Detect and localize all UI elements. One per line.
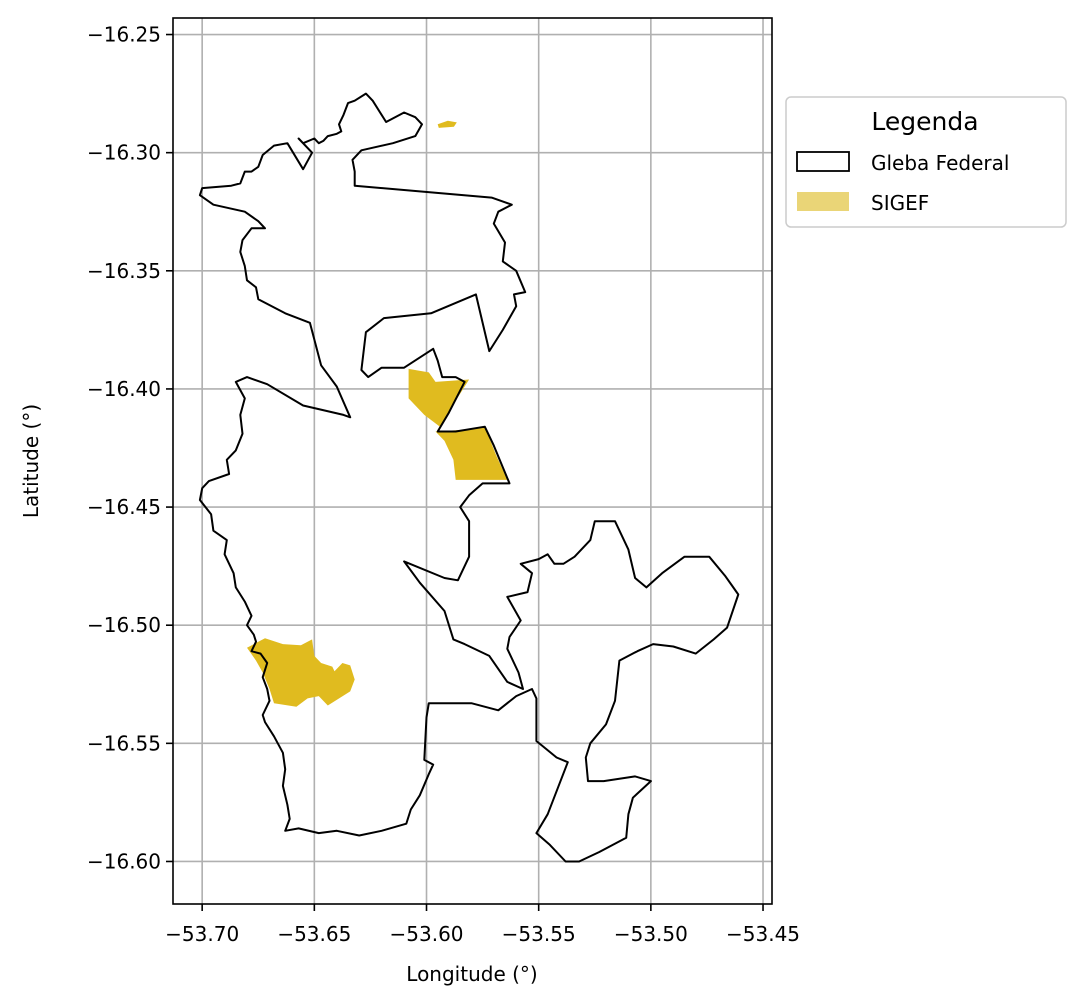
gleba-federal-boundary (198, 92, 740, 863)
x-tick-label: −53.60 (390, 922, 464, 946)
legend-swatch-sigef (797, 192, 849, 211)
legend-label-gleba-federal: Gleba Federal (871, 151, 1009, 175)
legend: Legenda Gleba Federal SIGEF (785, 96, 1067, 228)
sigef-parcel (247, 638, 355, 707)
x-tick-label: −53.50 (614, 922, 688, 946)
y-tick-label: −16.35 (87, 259, 161, 283)
y-tick-label: −16.30 (87, 141, 161, 165)
y-tick-label: −16.50 (87, 613, 161, 637)
legend-label-sigef: SIGEF (871, 191, 929, 215)
grid-lines (173, 18, 772, 904)
x-tick-label: −53.55 (502, 922, 576, 946)
y-tick-label: −16.25 (87, 23, 161, 47)
gleba-federal-layer (198, 92, 740, 863)
legend-title: Legenda (871, 107, 978, 136)
x-tick-label: −53.70 (165, 922, 239, 946)
y-tick-label: −16.40 (87, 377, 161, 401)
plot-frame (172, 17, 773, 905)
x-tick-label: −53.45 (726, 922, 800, 946)
x-axis-title: Longitude (°) (406, 962, 537, 986)
x-tick-label: −53.65 (277, 922, 351, 946)
sigef-parcel (437, 120, 457, 128)
legend-frame (785, 96, 1067, 228)
sigef-parcel (408, 368, 470, 427)
sigef-layer (247, 120, 508, 707)
legend-swatch-gleba-federal (796, 151, 850, 172)
y-tick-label: −16.60 (87, 849, 161, 873)
y-axis-title: Latitude (°) (19, 404, 43, 518)
sigef-parcel (435, 426, 508, 480)
x-axis-ticks: −53.70 −53.65 −53.60 −53.55 −53.50 −53.45 (165, 904, 800, 946)
y-tick-label: −16.55 (87, 731, 161, 755)
y-axis-ticks: −16.25 −16.30 −16.35 −16.40 −16.45 −16.50 −16.… (87, 23, 173, 873)
y-tick-label: −16.45 (87, 495, 161, 519)
